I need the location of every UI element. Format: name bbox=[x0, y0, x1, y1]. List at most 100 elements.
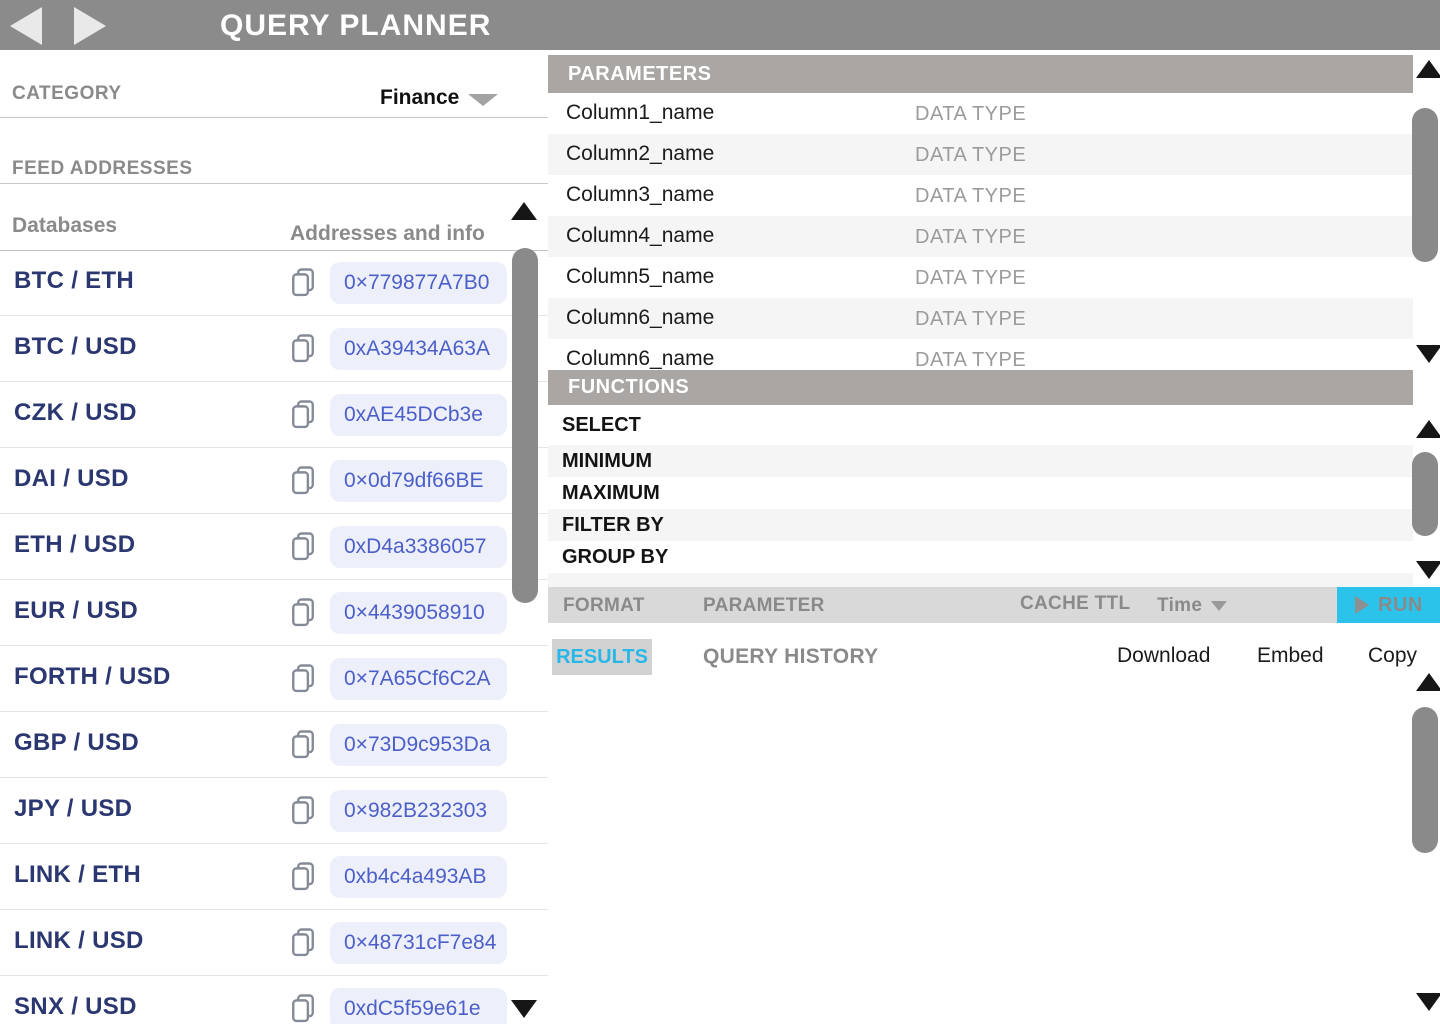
scroll-up-icon[interactable] bbox=[1416, 420, 1440, 438]
address-chip[interactable]: 0×48731cF7e84 bbox=[330, 922, 507, 964]
copy-icon[interactable] bbox=[290, 993, 316, 1024]
copy-link[interactable]: Copy bbox=[1368, 644, 1418, 667]
parameter-datatype[interactable]: DATA TYPE bbox=[915, 226, 1027, 248]
copy-icon[interactable] bbox=[290, 333, 316, 369]
parameter-name: Column3_name bbox=[566, 183, 715, 206]
scroll-up-icon[interactable] bbox=[511, 202, 537, 220]
database-pair: FORTH / USD bbox=[14, 663, 171, 690]
parameter-datatype[interactable]: DATA TYPE bbox=[915, 144, 1027, 166]
scroll-down-icon[interactable] bbox=[1416, 993, 1440, 1011]
address-chip[interactable]: 0×73D9c953Da bbox=[330, 724, 507, 766]
parameter-row[interactable]: Column2_name DATA TYPE bbox=[548, 134, 1413, 175]
scroll-up-icon[interactable] bbox=[1416, 60, 1440, 78]
divider bbox=[0, 117, 548, 118]
parameter-datatype[interactable]: DATA TYPE bbox=[915, 103, 1027, 125]
embed-link[interactable]: Embed bbox=[1257, 644, 1324, 667]
address-chip[interactable]: 0xA39434A63A bbox=[330, 328, 507, 370]
table-row[interactable]: LINK / ETH 0xb4c4a493AB bbox=[0, 844, 548, 910]
table-row[interactable]: DAI / USD 0×0d79df66BE bbox=[0, 448, 548, 514]
address-chip[interactable]: 0×982B232303 bbox=[330, 790, 507, 832]
parameter-name: Column6_name bbox=[566, 306, 715, 329]
address-chip[interactable]: 0×4439058910 bbox=[330, 592, 507, 634]
results-scrollbar-thumb[interactable] bbox=[1412, 707, 1438, 853]
functions-list: SELECT MINIMUM MAXIMUM FILTER BY GROUP B… bbox=[548, 405, 1413, 587]
divider bbox=[0, 183, 548, 184]
chevron-down-icon[interactable] bbox=[1211, 601, 1227, 611]
address-chip[interactable]: 0×0d79df66BE bbox=[330, 460, 507, 502]
parameters-scrollbar-thumb[interactable] bbox=[1412, 108, 1438, 262]
copy-icon[interactable] bbox=[290, 597, 316, 633]
copy-icon[interactable] bbox=[290, 465, 316, 501]
parameter-row[interactable]: Column3_name DATA TYPE bbox=[548, 175, 1413, 216]
scroll-up-icon[interactable] bbox=[1416, 673, 1440, 691]
parameter-datatype[interactable]: DATA TYPE bbox=[915, 349, 1027, 370]
copy-icon[interactable] bbox=[290, 663, 316, 699]
parameter-row[interactable]: Column6_name DATA TYPE bbox=[548, 298, 1413, 339]
page-title: QUERY PLANNER bbox=[220, 9, 492, 42]
address-chip[interactable]: 0xAE45DCb3e bbox=[330, 394, 507, 436]
chevron-down-icon[interactable] bbox=[468, 94, 498, 106]
function-item-filterby[interactable]: FILTER BY bbox=[548, 509, 1413, 541]
forward-icon[interactable] bbox=[74, 7, 106, 45]
parameter-datatype[interactable]: DATA TYPE bbox=[915, 185, 1027, 207]
copy-icon[interactable] bbox=[290, 927, 316, 963]
copy-icon[interactable] bbox=[290, 531, 316, 567]
copy-icon[interactable] bbox=[290, 267, 316, 303]
function-item-maximum[interactable]: MAXIMUM bbox=[562, 481, 660, 504]
function-item-minimum[interactable]: MINIMUM bbox=[548, 445, 1413, 477]
parameter-datatype[interactable]: DATA TYPE bbox=[915, 267, 1027, 289]
run-button-label: RUN bbox=[1378, 594, 1423, 616]
column-header-addresses: Addresses and info bbox=[290, 222, 485, 245]
address-chip[interactable]: 0×7A65Cf6C2A bbox=[330, 658, 507, 700]
table-row[interactable]: BTC / ETH 0×779877A7B0 bbox=[0, 250, 548, 316]
address-chip[interactable]: 0xb4c4a493AB bbox=[330, 856, 507, 898]
function-item-groupby[interactable]: GROUP BY bbox=[562, 545, 669, 568]
parameter-name: Column6_name bbox=[566, 347, 715, 370]
database-pair: LINK / USD bbox=[14, 927, 144, 954]
scroll-down-icon[interactable] bbox=[1416, 561, 1440, 579]
address-chip[interactable]: 0xdC5f59e61e bbox=[330, 988, 507, 1024]
category-select[interactable]: Finance bbox=[380, 86, 460, 109]
copy-icon[interactable] bbox=[290, 399, 316, 435]
functions-scrollbar-thumb[interactable] bbox=[1412, 452, 1438, 536]
copy-icon[interactable] bbox=[290, 729, 316, 765]
table-row[interactable]: EUR / USD 0×4439058910 bbox=[0, 580, 548, 646]
parameter-name: Column4_name bbox=[566, 224, 715, 247]
table-row[interactable]: SNX / USD 0xdC5f59e61e bbox=[0, 976, 548, 1024]
functions-header: FUNCTIONS bbox=[548, 370, 1413, 405]
address-chip[interactable]: 0×779877A7B0 bbox=[330, 262, 507, 304]
tab-query-history[interactable]: QUERY HISTORY bbox=[703, 645, 879, 668]
database-pair: BTC / USD bbox=[14, 333, 137, 360]
parameter-row[interactable]: Column4_name DATA TYPE bbox=[548, 216, 1413, 257]
address-chip[interactable]: 0xD4a3386057 bbox=[330, 526, 507, 568]
table-row[interactable]: GBP / USD 0×73D9c953Da bbox=[0, 712, 548, 778]
table-row[interactable]: JPY / USD 0×982B232303 bbox=[0, 778, 548, 844]
download-link[interactable]: Download bbox=[1117, 644, 1211, 667]
tab-results[interactable]: RESULTS bbox=[552, 639, 652, 675]
parameter-row[interactable]: Column1_name DATA TYPE bbox=[548, 93, 1413, 134]
feed-list-scrollbar-thumb[interactable] bbox=[512, 248, 538, 603]
feed-addresses-label: FEED ADDRESSES bbox=[12, 158, 193, 179]
cache-ttl-select[interactable]: Time bbox=[1157, 595, 1203, 616]
format-label[interactable]: FORMAT bbox=[563, 595, 645, 616]
function-item-select[interactable]: SELECT bbox=[562, 413, 641, 436]
parameter-label[interactable]: PARAMETER bbox=[703, 595, 825, 616]
table-row[interactable]: CZK / USD 0xAE45DCb3e bbox=[0, 382, 548, 448]
copy-icon[interactable] bbox=[290, 795, 316, 831]
scroll-down-icon[interactable] bbox=[1416, 345, 1440, 363]
database-pair: BTC / ETH bbox=[14, 267, 135, 294]
scroll-down-icon[interactable] bbox=[511, 1000, 537, 1018]
table-row[interactable]: BTC / USD 0xA39434A63A bbox=[0, 316, 548, 382]
column-header-databases: Databases bbox=[12, 214, 118, 237]
parameter-row[interactable]: Column6_name DATA TYPE bbox=[548, 339, 1413, 370]
back-icon[interactable] bbox=[10, 7, 42, 45]
run-button[interactable]: RUN bbox=[1337, 587, 1440, 623]
parameter-datatype[interactable]: DATA TYPE bbox=[915, 308, 1027, 330]
table-row[interactable]: FORTH / USD 0×7A65Cf6C2A bbox=[0, 646, 548, 712]
copy-icon[interactable] bbox=[290, 861, 316, 897]
database-pair: JPY / USD bbox=[14, 795, 133, 822]
table-row[interactable]: LINK / USD 0×48731cF7e84 bbox=[0, 910, 548, 976]
parameter-row[interactable]: Column5_name DATA TYPE bbox=[548, 257, 1413, 298]
table-row[interactable]: ETH / USD 0xD4a3386057 bbox=[0, 514, 548, 580]
